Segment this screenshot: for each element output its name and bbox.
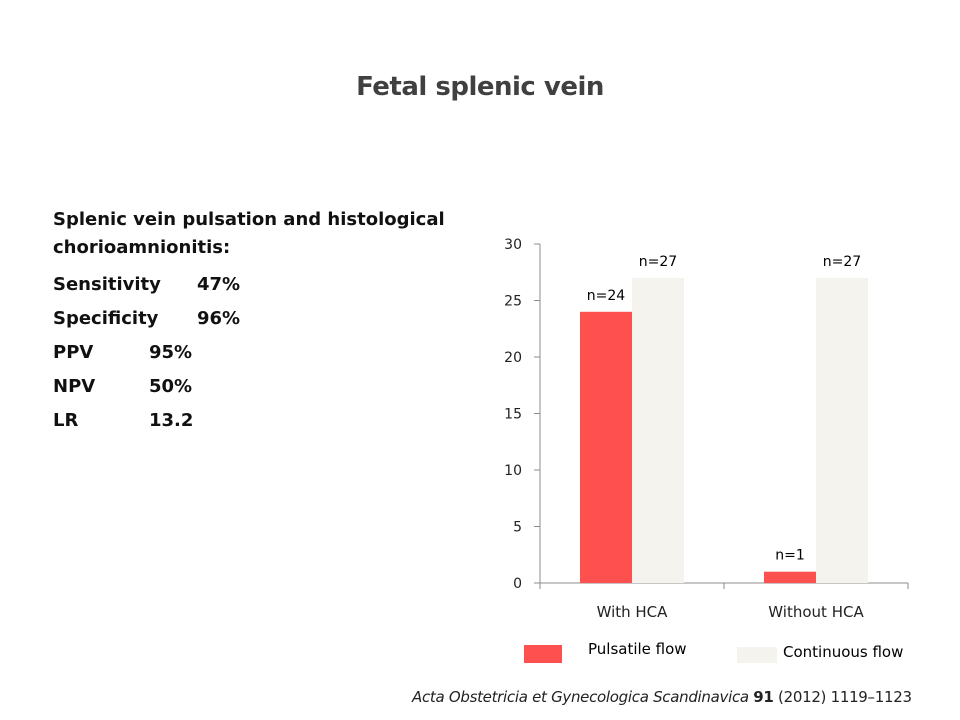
citation-years-pages: (2012) 1119–1123 bbox=[778, 688, 912, 706]
stat-label: Sensitivity bbox=[53, 274, 161, 295]
stat-value: 47% bbox=[197, 274, 241, 295]
stat-label: PPV bbox=[53, 342, 94, 363]
stats-panel: Splenic vein pulsation and histological … bbox=[53, 206, 453, 438]
x-category-label: With HCA bbox=[597, 603, 669, 621]
stat-value: 13.2 bbox=[149, 410, 194, 431]
y-tick-label: 10 bbox=[504, 463, 522, 479]
citation-volume: 91 bbox=[753, 688, 774, 706]
stat-row-specificity: Specificity 96% bbox=[53, 302, 453, 336]
bar-continuous bbox=[816, 277, 868, 583]
legend-label-continuous: Continuous flow bbox=[783, 643, 904, 661]
legend-swatch-continuous bbox=[737, 647, 777, 663]
y-tick-label: 0 bbox=[513, 576, 522, 592]
stat-value: 50% bbox=[149, 376, 193, 397]
stats-heading: Splenic vein pulsation and histological … bbox=[53, 209, 445, 258]
stat-row-npv: NPV 50% bbox=[53, 370, 453, 404]
y-tick-label: 25 bbox=[504, 294, 522, 310]
stat-label: Specificity bbox=[53, 308, 159, 329]
data-label: n=24 bbox=[587, 288, 626, 304]
stat-label: LR bbox=[53, 410, 79, 431]
legend-label-pulsatile: Pulsatile flow bbox=[588, 640, 687, 658]
stat-row-sensitivity: Sensitivity 47% bbox=[53, 268, 453, 302]
slide-title: Fetal splenic vein bbox=[356, 72, 604, 102]
y-tick-label: 5 bbox=[513, 520, 522, 536]
bar-pulsatile bbox=[580, 311, 632, 583]
y-tick-label: 30 bbox=[504, 237, 522, 253]
stat-value: 96% bbox=[197, 308, 241, 329]
stat-label: NPV bbox=[53, 376, 96, 397]
stat-row-ppv: PPV 95% bbox=[53, 336, 453, 370]
x-category-label: Without HCA bbox=[768, 603, 864, 621]
bar-continuous bbox=[632, 277, 684, 583]
citation-journal: Acta Obstetricia et Gynecologica Scandin… bbox=[412, 688, 749, 706]
data-label: n=1 bbox=[775, 548, 805, 564]
bar-pulsatile bbox=[764, 571, 816, 583]
citation: Acta Obstetricia et Gynecologica Scandin… bbox=[412, 688, 912, 706]
stat-row-lr: LR 13.2 bbox=[53, 404, 453, 438]
legend-swatch-pulsatile bbox=[524, 645, 562, 663]
data-label: n=27 bbox=[823, 254, 861, 270]
data-label: n=27 bbox=[639, 254, 677, 270]
stat-value: 95% bbox=[149, 342, 193, 363]
y-tick-label: 20 bbox=[504, 350, 522, 366]
y-tick-label: 15 bbox=[504, 407, 522, 423]
